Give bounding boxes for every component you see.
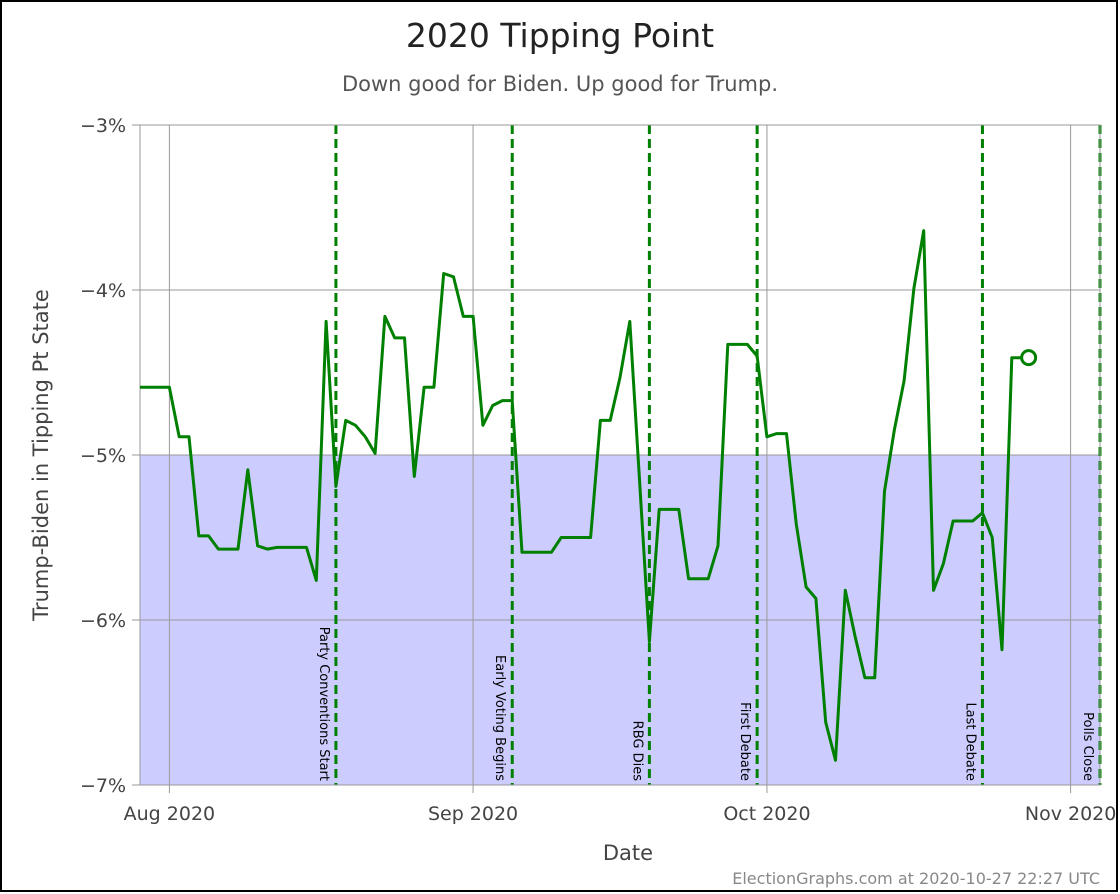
- x-tick-label: Sep 2020: [428, 803, 518, 825]
- event-label: Party Conventions Start: [316, 627, 331, 781]
- data-line: [140, 229, 1022, 762]
- x-tick-label: Oct 2020: [723, 803, 810, 825]
- event-label: First Debate: [737, 702, 752, 781]
- y-tick-label: −7%: [80, 775, 126, 797]
- y-tick-label: −3%: [80, 115, 126, 137]
- y-tick-label: −4%: [80, 280, 126, 302]
- x-tick-label: Nov 2020: [1025, 803, 1116, 825]
- plot-frame: [139, 124, 1101, 786]
- event-label: Polls Close: [1080, 712, 1095, 781]
- y-tick-label: −5%: [80, 445, 126, 467]
- footer-credit: ElectionGraphs.com at 2020-10-27 22:27 U…: [732, 869, 1100, 888]
- y-axis-label: Trump-Biden in Tipping Pt State: [29, 289, 53, 622]
- event-label: Last Debate: [962, 702, 977, 781]
- chart-title: 2020 Tipping Point: [406, 16, 714, 55]
- event-label: Early Voting Begins: [492, 655, 507, 781]
- y-tick-label: −6%: [80, 610, 126, 632]
- end-marker: [1020, 349, 1038, 367]
- chart-subtitle: Down good for Biden. Up good for Trump.: [342, 72, 778, 96]
- x-axis-label: Date: [603, 841, 653, 865]
- event-label: RBG Dies: [629, 721, 644, 782]
- x-tick-label: Aug 2020: [124, 803, 216, 825]
